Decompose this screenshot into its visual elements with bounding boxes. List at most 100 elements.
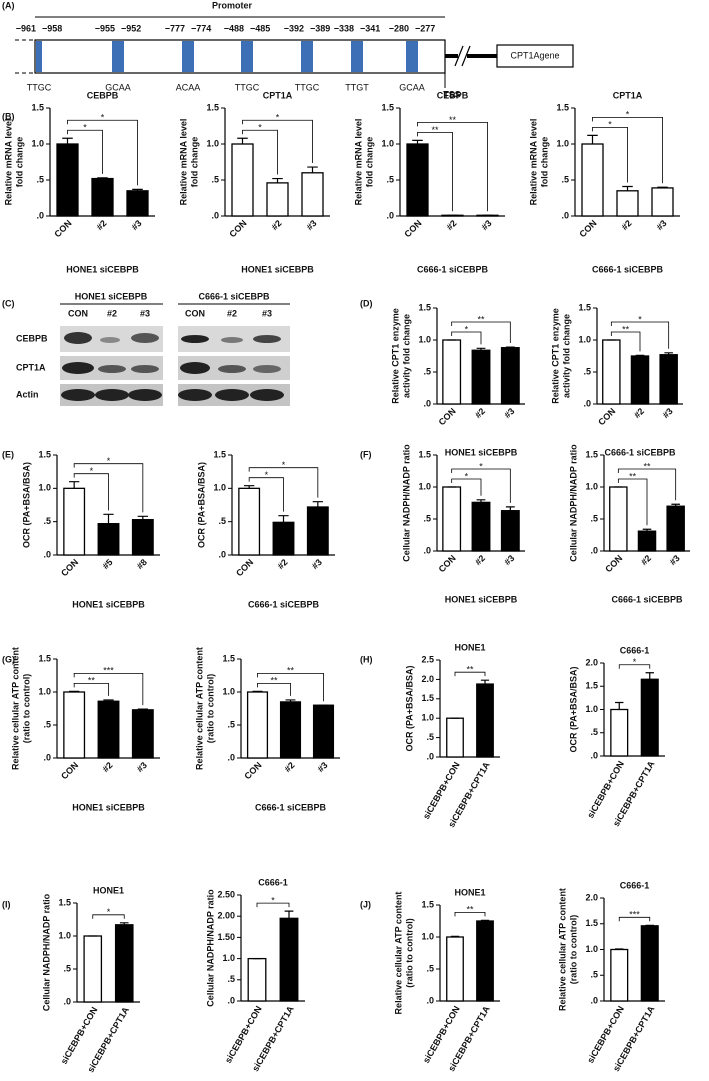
binding-site bbox=[301, 41, 313, 72]
error-bar bbox=[480, 679, 490, 685]
significance-bracket bbox=[618, 664, 651, 669]
significance-label: * bbox=[90, 466, 94, 476]
site-label: TTGC bbox=[27, 82, 52, 92]
y-tick-label: 1.0 bbox=[213, 483, 226, 493]
x-tick-label: #5 bbox=[100, 557, 114, 571]
significance-bracket bbox=[454, 671, 486, 677]
y-tick-label: 1.0 bbox=[556, 138, 569, 148]
band bbox=[253, 335, 281, 343]
bar bbox=[637, 530, 657, 552]
chart-title: CEBPB bbox=[437, 90, 469, 100]
bar bbox=[266, 182, 289, 217]
y-tick-label: .0 bbox=[211, 210, 219, 220]
significance-label: ** bbox=[466, 905, 474, 915]
x-axis-label: C666-1 siCEBPB bbox=[417, 264, 489, 274]
bar bbox=[131, 519, 154, 556]
band bbox=[131, 365, 159, 373]
y-tick-label: 1.0 bbox=[58, 930, 71, 940]
band bbox=[95, 389, 129, 401]
band bbox=[180, 362, 210, 374]
bar bbox=[97, 700, 120, 759]
significance-label: ** bbox=[643, 461, 651, 471]
x-tick-label: #3 bbox=[661, 406, 675, 420]
error-bar bbox=[312, 501, 323, 507]
y-axis-label: OCR (PA+BSA/BSA) bbox=[21, 462, 31, 548]
significance-bracket bbox=[73, 463, 144, 513]
chart-title: HONE1 bbox=[454, 887, 485, 897]
x-axis-label: HONE1 siCEBPB bbox=[72, 599, 145, 609]
error-bar bbox=[307, 166, 318, 173]
bar bbox=[306, 506, 329, 556]
error-bar bbox=[278, 515, 289, 523]
y-tick-label: .0 bbox=[561, 210, 569, 220]
x-tick-label: #2 bbox=[100, 760, 114, 774]
error-bar bbox=[642, 528, 652, 532]
x-tick-label: CON bbox=[59, 557, 80, 578]
x-tick-label: #2 bbox=[619, 218, 633, 232]
significance-bracket bbox=[242, 129, 278, 175]
y-tick-label: .5 bbox=[590, 727, 598, 737]
bar bbox=[97, 523, 120, 556]
error-bar bbox=[119, 922, 129, 925]
x-axis-label: C666-1 siCEBPB bbox=[611, 594, 683, 604]
gene-label: CPT1Agene bbox=[510, 50, 559, 60]
y-tick-label: .0 bbox=[426, 751, 434, 761]
y-tick-label: .0 bbox=[426, 995, 434, 1005]
error-bar bbox=[505, 346, 515, 348]
site-label: GCAA bbox=[399, 82, 425, 92]
bar bbox=[602, 339, 621, 405]
y-axis-label: Relative mRNA level bbox=[528, 119, 538, 206]
position-label: −338 bbox=[334, 23, 354, 33]
y-tick-label: .0 bbox=[590, 995, 598, 1005]
bar bbox=[666, 505, 685, 552]
binding-site bbox=[182, 41, 194, 72]
significance-label: * bbox=[465, 471, 469, 481]
y-tick-label: 1.5 bbox=[38, 449, 51, 459]
bar bbox=[446, 936, 464, 1002]
x-tick-label: #3 bbox=[502, 406, 516, 420]
bar bbox=[630, 355, 650, 405]
y-axis-label: (ratio to control) bbox=[404, 918, 414, 988]
bar bbox=[500, 347, 520, 405]
site-label: TTGT bbox=[345, 82, 369, 92]
significance-label: ** bbox=[88, 676, 96, 686]
x-tick-label: #3 bbox=[479, 218, 493, 232]
y-tick-label: .0 bbox=[43, 752, 51, 762]
y-axis-label: OCR (PA+BSA/BSA) bbox=[196, 462, 206, 548]
bar bbox=[500, 510, 520, 552]
error-bar bbox=[132, 188, 143, 191]
bar bbox=[651, 187, 674, 217]
y-tick-label: 1.5 bbox=[418, 302, 431, 312]
y-tick-label: 1.5 bbox=[58, 897, 71, 907]
y-tick-label: .0 bbox=[590, 545, 598, 555]
significance-bracket bbox=[92, 914, 125, 919]
y-tick-label: 1.0 bbox=[206, 138, 219, 148]
error-bar bbox=[252, 690, 263, 692]
significance-bracket bbox=[242, 119, 313, 164]
position-label: −485 bbox=[250, 23, 270, 33]
significance-bracket bbox=[451, 321, 511, 344]
x-tick-label: #3 bbox=[668, 553, 682, 567]
lane-label: #3 bbox=[262, 308, 272, 318]
panel-label: (J) bbox=[360, 899, 371, 909]
position-label: −488 bbox=[224, 23, 244, 33]
significance-bracket bbox=[67, 119, 138, 186]
y-axis-label: Relative mRNA level bbox=[178, 119, 188, 206]
significance-bracket bbox=[256, 902, 290, 908]
y-axis-label: Relative CPT1 enzyme bbox=[390, 308, 400, 404]
x-tick-label: CON bbox=[234, 557, 255, 578]
bar bbox=[63, 691, 86, 759]
band bbox=[218, 365, 246, 373]
y-tick-label: 1.0 bbox=[222, 953, 235, 963]
bar bbox=[272, 521, 295, 556]
y-tick-label: .0 bbox=[227, 752, 235, 762]
error-bar bbox=[103, 513, 114, 524]
y-tick-label: .0 bbox=[218, 549, 226, 559]
y-tick-label: 2.0 bbox=[585, 892, 598, 902]
band bbox=[128, 389, 162, 401]
significance-bracket bbox=[592, 116, 663, 184]
significance-bracket bbox=[451, 468, 511, 503]
bar bbox=[301, 172, 324, 217]
y-tick-label: 1.5 bbox=[206, 102, 219, 112]
significance-bracket bbox=[67, 129, 103, 174]
